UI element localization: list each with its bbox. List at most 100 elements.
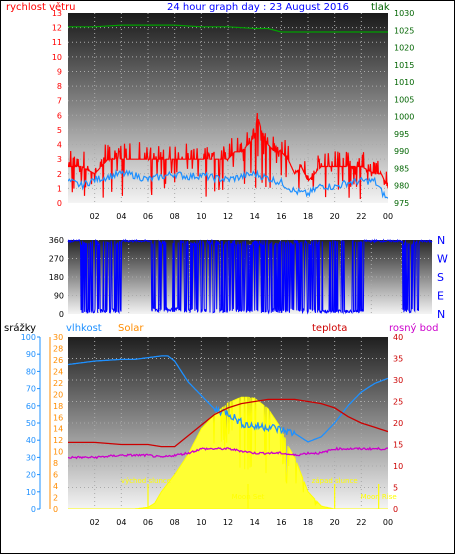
pressure-tick-label: 1020 (394, 44, 414, 53)
solar-series (68, 396, 388, 509)
weather-x-tick-label: 22 (356, 518, 366, 527)
compass-label: W (437, 253, 448, 266)
wind-x-tick-label: 06 (143, 212, 153, 221)
wind-x-tick-label: 12 (223, 212, 233, 221)
weather-x-axis: 02 04 06 08 10 12 14 16 18 20 22 00 (90, 518, 394, 527)
wind-x-tick-label: 08 (170, 212, 180, 221)
rain-tick-label: 70 (26, 385, 36, 394)
solar-tick-label: 2 (53, 494, 58, 503)
wind-average-series (68, 169, 388, 199)
temperature-label: teplota (312, 323, 347, 334)
pressure-tick-label: 1025 (394, 26, 414, 35)
weather-x-tick-label: 10 (196, 518, 206, 527)
pressure-tick-label: 990 (394, 147, 409, 156)
pressure-tick-label: 980 (394, 182, 409, 191)
wind-speed-tick-label: 6 (57, 111, 62, 120)
temperature-tick-label: 15 (393, 441, 403, 450)
direction-tick-label: 0 (59, 310, 64, 319)
pressure-label: tlak (371, 2, 390, 13)
solar-tick-label: 18 (53, 402, 63, 411)
humidity-series (68, 355, 388, 443)
wind-x-tick-label: 20 (330, 212, 340, 221)
wind-speed-tick-label: 10 (52, 53, 62, 62)
rain-tick-label: 10 (26, 488, 36, 497)
compass-label: E (437, 290, 444, 303)
temperature-tick-label: 10 (393, 462, 403, 471)
solar-tick-label: 6 (53, 471, 58, 480)
event-label: Moon Set (232, 493, 265, 501)
event-label: východ slunce (121, 477, 171, 485)
solar-tick-label: 20 (53, 390, 63, 399)
wind-speed-tick-label: 11 (52, 38, 62, 47)
rain-label: srážky (4, 322, 36, 334)
compass-label: N (437, 308, 445, 321)
wind-speed-tick-label: 4 (57, 141, 62, 150)
direction-axis: 0 90 180 270 360 (49, 236, 64, 319)
solar-tick-label: 0 (53, 505, 58, 514)
wind-x-tick-label: 22 (356, 212, 366, 221)
pressure-tick-label: 1015 (394, 61, 414, 70)
pressure-tick-label: 1030 (394, 9, 414, 18)
chart-title: 24 hour graph day : 23 August 2016 (167, 2, 349, 13)
solar-tick-label: 30 (53, 333, 63, 342)
solar-tick-label: 12 (53, 436, 63, 445)
rain-tick-label: 40 (26, 436, 36, 445)
wind-x-tick-label: 10 (196, 212, 206, 221)
rain-tick-label: 50 (26, 419, 36, 428)
wind-x-tick-label: 00 (383, 212, 393, 221)
solar-tick-label: 26 (53, 356, 63, 365)
wind-x-tick-label: 18 (303, 212, 313, 221)
wind-direction-series (67, 238, 433, 315)
pressure-tick-label: 1005 (394, 95, 414, 104)
wind-gust-series (68, 112, 388, 200)
event-label: Moon Rise (361, 493, 397, 501)
solar-tick-label: 28 (53, 344, 63, 353)
pressure-tick-label: 985 (394, 164, 409, 173)
solar-tick-label: 16 (53, 413, 63, 422)
wind-x-tick-label: 14 (250, 212, 260, 221)
temperature-tick-label: 40 (393, 333, 403, 342)
wind-speed-tick-label: 1 (57, 184, 62, 193)
solar-tick-label: 10 (53, 448, 63, 457)
wind-speed-tick-label: 2 (57, 170, 62, 179)
wind-speed-tick-label: 5 (57, 126, 62, 135)
wind-speed-tick-label: 7 (57, 97, 62, 106)
wind-speed-tick-label: 9 (57, 67, 62, 76)
wind-speed-tick-label: 0 (57, 199, 62, 208)
temperature-tick-label: 25 (393, 398, 403, 407)
wind-speed-tick-label: 12 (52, 24, 62, 33)
rain-axis: 0 10 20 30 40 50 60 70 80 90 100 (21, 333, 40, 514)
rain-tick-label: 60 (26, 402, 36, 411)
weather-x-tick-label: 12 (223, 518, 233, 527)
weather-x-tick-label: 16 (276, 518, 286, 527)
event-label: západ slunce (312, 477, 358, 485)
wind-x-tick-label: 04 (116, 212, 126, 221)
compass-label: S (437, 271, 444, 284)
wind-plot-area (68, 13, 388, 203)
pressure-series (68, 24, 388, 33)
temperature-tick-label: 30 (393, 376, 403, 385)
direction-tick-label: 270 (49, 255, 64, 264)
wind-speed-tick-label: 8 (57, 82, 62, 91)
dewpoint-series (68, 446, 388, 460)
weather-x-tick-label: 18 (303, 518, 313, 527)
solar-tick-label: 24 (53, 367, 63, 376)
weather-x-tick-label: 20 (330, 518, 340, 527)
solar-tick-label: 22 (53, 379, 63, 388)
direction-tick-label: 90 (54, 292, 64, 301)
pressure-axis: 975 980 985 990 995 1000 1005 1010 1015 1020 1025 1… (394, 9, 414, 208)
dewpoint-label: rosný bod (389, 322, 438, 334)
weather-x-tick-label: 02 (90, 518, 100, 527)
temperature-axis: 0 5 10 15 20 25 30 35 40 (393, 333, 403, 514)
pressure-tick-label: 1010 (394, 78, 414, 87)
weather-x-tick-label: 08 (170, 518, 180, 527)
wind-speed-label: rychlost větru (6, 1, 76, 13)
temperature-tick-label: 20 (393, 419, 403, 428)
temperature-tick-label: 35 (393, 355, 403, 364)
weather-x-tick-label: 06 (143, 518, 153, 527)
